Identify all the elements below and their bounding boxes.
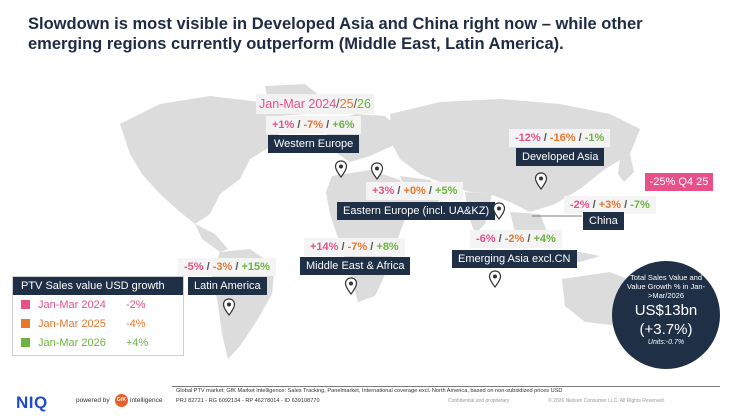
- legend-label: Jan-Mar 2026: [38, 336, 106, 349]
- growth-china: -2% / +3% / -7%: [564, 196, 656, 214]
- growth-sep: /: [428, 185, 432, 197]
- legend-swatch: [21, 338, 30, 347]
- location-pin-icon: [488, 270, 502, 288]
- location-pin-icon: [534, 172, 548, 190]
- growth-sep: /: [498, 233, 502, 245]
- growth-2025: -3%: [212, 261, 233, 273]
- growth-sep: /: [235, 261, 239, 273]
- legend-swatch: [21, 300, 30, 309]
- growth-sep: /: [578, 132, 582, 144]
- growth-sep: /: [297, 119, 301, 131]
- location-pin-icon: [492, 202, 506, 220]
- region-label-emerging-asia: Emerging Asia excl.CN: [452, 250, 577, 268]
- legend-row-2024: Jan-Mar 2024 -2%: [13, 295, 183, 314]
- legend-value: -4%: [126, 317, 146, 330]
- growth-2025: +3%: [598, 199, 622, 211]
- japan-shape: [618, 154, 634, 182]
- legend-heading: PTV Sales value USD growth: [13, 277, 183, 295]
- growth-2024: -5%: [184, 261, 204, 273]
- copyright-note: © 2026 Nielsen Consumer LLC. All Rights …: [548, 398, 666, 404]
- growth-legend: PTV Sales value USD growth Jan-Mar 2024 …: [12, 276, 184, 356]
- growth-2024: +3%: [372, 185, 395, 197]
- growth-sep: /: [624, 199, 628, 211]
- niq-logo: NIQ: [16, 393, 48, 412]
- growth-2026: +5%: [435, 185, 458, 197]
- growth-2025: +0%: [403, 185, 426, 197]
- growth-2026: -7%: [630, 199, 650, 211]
- growth-sep: /: [543, 132, 547, 144]
- confidential-note: Confidential and proprietary: [448, 398, 510, 404]
- location-pin-icon: [222, 298, 236, 316]
- region-label-western-europe: Western Europe: [268, 135, 360, 153]
- period-legend: Jan-Mar 2024/25/26: [256, 94, 374, 114]
- growth-sep: /: [206, 261, 210, 273]
- north-america-shape: [120, 96, 285, 224]
- growth-2024: +14%: [310, 241, 339, 253]
- china-connector-line: [532, 215, 582, 217]
- growth-middle-east-africa: +14% / -7% / +8%: [304, 238, 405, 256]
- region-label-latin-america: Latin America: [188, 277, 267, 295]
- region-label-eastern-europe: Eastern Europe (incl. UA&KZ): [337, 202, 496, 220]
- period-2026: 26: [357, 97, 371, 111]
- legend-value: +4%: [126, 336, 149, 349]
- powered-by-text: powered by: [76, 397, 110, 404]
- source-note: Global PTV market; GfK Market Intelligen…: [176, 388, 563, 394]
- growth-2025: -7%: [347, 241, 368, 253]
- page-title: Slowdown is most visible in Developed As…: [28, 15, 643, 53]
- growth-western-europe: +1% / -7% / +6%: [266, 116, 361, 134]
- total-description: Total Sales Value and Value Growth % in …: [626, 273, 706, 300]
- growth-2026: +4%: [533, 233, 556, 245]
- total-value: US$13bn: [634, 302, 698, 319]
- region-label-middle-east-africa: Middle East & Africa: [300, 257, 411, 275]
- legend-row-2026: Jan-Mar 2026 +4%: [13, 333, 183, 352]
- legend-swatch: [21, 319, 30, 328]
- region-label-developed-asia: Developed Asia: [516, 148, 605, 166]
- growth-2024: +1%: [272, 119, 295, 131]
- growth-2025: -7%: [303, 119, 324, 131]
- intelligence-text: intelligence: [130, 397, 163, 404]
- central-america-shape: [195, 224, 228, 252]
- period-2024: Jan-Mar 2024: [259, 97, 337, 111]
- region-label-china: China: [583, 212, 624, 230]
- growth-2024: -2%: [570, 199, 590, 211]
- total-units: Units:-0.7%: [647, 339, 685, 346]
- growth-sep: /: [592, 199, 596, 211]
- legend-row-2025: Jan-Mar 2025 -4%: [13, 314, 183, 333]
- legend-value: -2%: [126, 298, 146, 311]
- growth-2024: -12%: [515, 132, 541, 144]
- growth-eastern-europe: +3% / +0% / +5%: [366, 182, 464, 200]
- growth-latin-america: -5% / -3% / +15%: [178, 258, 276, 276]
- location-pin-icon: [344, 277, 358, 295]
- growth-sep: /: [527, 233, 531, 245]
- growth-2025: -2%: [504, 233, 525, 245]
- project-ids: PRJ 82721 - RG 6092134 - RP 46278014 - I…: [176, 398, 320, 404]
- footer-divider: [172, 386, 720, 387]
- period-sep: /: [336, 97, 340, 111]
- growth-2026: -1%: [584, 132, 605, 144]
- growth-2026: +8%: [376, 241, 399, 253]
- growth-emerging-asia: -6% / -2% / +4%: [470, 230, 562, 248]
- growth-2026: +15%: [241, 261, 270, 273]
- growth-2026: +6%: [332, 119, 355, 131]
- location-pin-icon: [370, 162, 384, 180]
- legend-label: Jan-Mar 2024: [38, 298, 106, 311]
- gfk-logo: GfK: [115, 394, 128, 407]
- growth-sep: /: [341, 241, 345, 253]
- growth-2024: -6%: [476, 233, 496, 245]
- growth-sep: /: [326, 119, 330, 131]
- legend-label: Jan-Mar 2025: [38, 317, 106, 330]
- growth-developed-asia: -12% / -16% / -1%: [509, 129, 611, 147]
- growth-sep: /: [397, 185, 401, 197]
- total-sales-circle: Total Sales Value and Value Growth % in …: [612, 261, 720, 369]
- south-america-shape: [212, 249, 275, 359]
- total-growth: (+3.7%): [639, 321, 693, 338]
- period-sep: /: [353, 97, 358, 111]
- period-2025: 25: [339, 97, 354, 111]
- growth-2025: -16%: [549, 132, 576, 144]
- growth-sep: /: [370, 241, 374, 253]
- china-q4-badge: -25% Q4 25: [645, 173, 713, 191]
- location-pin-icon: [334, 160, 348, 178]
